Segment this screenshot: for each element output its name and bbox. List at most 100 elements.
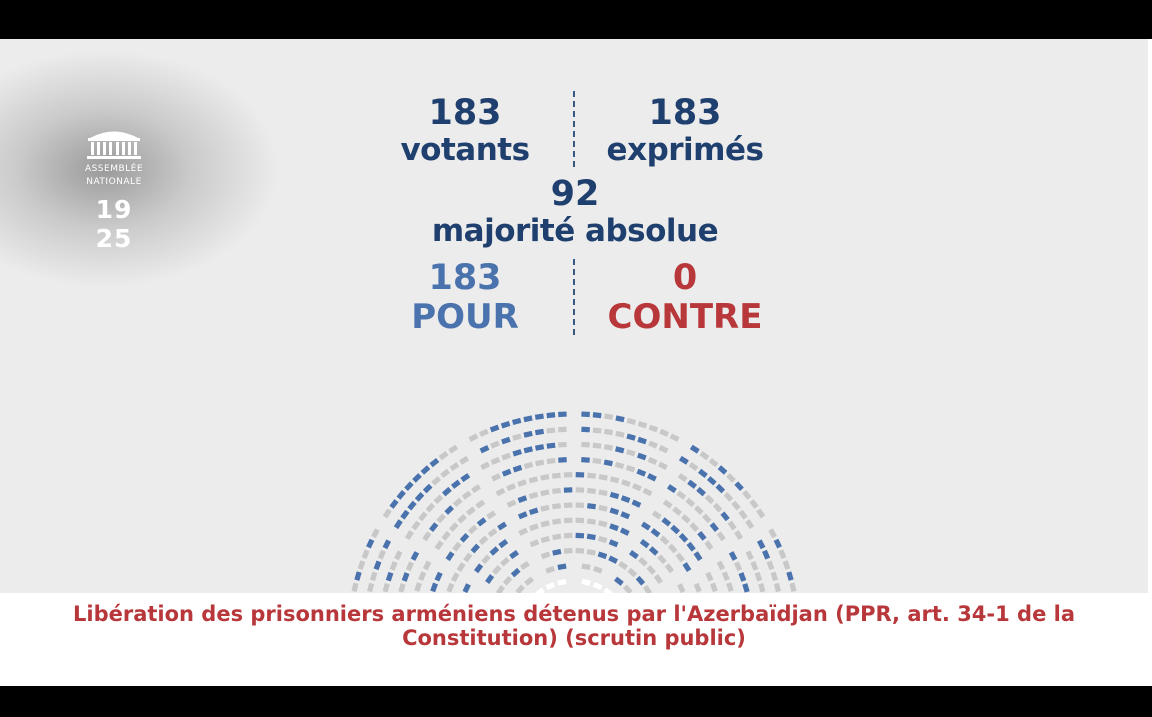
seat: [609, 476, 620, 484]
seat: [709, 522, 719, 533]
seat: [478, 535, 489, 546]
seat: [603, 444, 613, 451]
seat: [738, 509, 748, 520]
seat: [496, 584, 505, 595]
seat: [728, 551, 738, 561]
seat: [682, 562, 692, 573]
seat: [491, 473, 502, 482]
seat: [485, 574, 495, 585]
seat: [670, 524, 681, 535]
seat: [470, 543, 481, 554]
seat: [462, 583, 471, 594]
seat: [429, 457, 440, 468]
seat: [620, 511, 631, 520]
seat: [563, 487, 573, 493]
seat: [742, 583, 750, 593]
seat: [586, 533, 596, 541]
seat: [420, 465, 431, 475]
seat: [758, 582, 766, 593]
seat: [425, 502, 436, 513]
seat: [410, 551, 420, 561]
seat: [621, 479, 631, 487]
seat: [608, 555, 619, 564]
seat: [609, 491, 620, 500]
seat: [598, 504, 608, 512]
seat: [558, 411, 567, 418]
seat: [429, 522, 439, 533]
seat: [598, 473, 608, 481]
seat: [500, 557, 510, 567]
seat: [592, 412, 602, 419]
seat: [587, 472, 597, 479]
contre-stat: 0 CONTRE: [590, 259, 780, 337]
seat: [405, 561, 414, 572]
seat: [581, 426, 590, 433]
seat: [603, 459, 613, 467]
seat: [456, 562, 466, 573]
seat: [734, 561, 743, 572]
seat: [603, 428, 614, 436]
seat: [389, 561, 398, 571]
seat: [361, 549, 370, 560]
seat: [697, 530, 707, 541]
seat: [540, 551, 551, 560]
seat: [474, 563, 484, 574]
seat: [517, 479, 527, 487]
seat: [450, 572, 460, 583]
seat: [524, 576, 535, 586]
seat: [450, 479, 461, 489]
seat: [518, 527, 529, 536]
seat: [716, 560, 726, 571]
seat: [717, 465, 728, 475]
seat: [637, 436, 647, 445]
seat: [545, 581, 556, 591]
seat: [699, 451, 710, 461]
seat: [778, 549, 787, 560]
seat: [575, 472, 585, 478]
exprimes-label: exprimés: [606, 132, 764, 168]
seat: [371, 528, 380, 539]
seat: [693, 582, 702, 593]
seat: [501, 468, 512, 477]
seat: [666, 484, 677, 494]
exprimes-stat: 183 exprimés: [590, 94, 780, 168]
seat: [592, 442, 602, 449]
seat: [393, 519, 403, 530]
seat: [498, 539, 509, 549]
seat: [438, 451, 449, 461]
seat: [770, 571, 779, 582]
seat: [459, 532, 470, 543]
seat: [636, 468, 647, 477]
seat: [517, 511, 528, 520]
seat: [495, 487, 506, 497]
seat: [640, 521, 651, 531]
pour-value: 183: [428, 258, 502, 298]
seat: [430, 582, 438, 593]
seat: [592, 457, 602, 465]
seat: [382, 508, 392, 519]
clock-time: 19 25: [95, 195, 133, 253]
majorite-label: majorité absolue: [431, 213, 719, 249]
seat: [662, 499, 673, 509]
seat: [431, 476, 442, 486]
seat: [563, 502, 573, 508]
letterbox-bottom: [0, 686, 1152, 717]
seat: [422, 560, 432, 571]
hemicycle-row: [391, 457, 757, 638]
seat: [575, 502, 585, 508]
seat: [519, 561, 530, 570]
seat: [575, 517, 585, 524]
contre-label: CONTRE: [607, 297, 763, 337]
seat: [581, 578, 591, 586]
seat: [467, 524, 478, 535]
seat: [592, 427, 602, 434]
seat: [615, 446, 625, 454]
seat: [468, 433, 479, 442]
seat: [546, 457, 556, 465]
seat: [452, 541, 462, 552]
seat: [706, 476, 717, 486]
seat: [546, 427, 556, 434]
seat: [517, 495, 528, 503]
seat: [609, 523, 619, 532]
seat: [558, 457, 567, 463]
